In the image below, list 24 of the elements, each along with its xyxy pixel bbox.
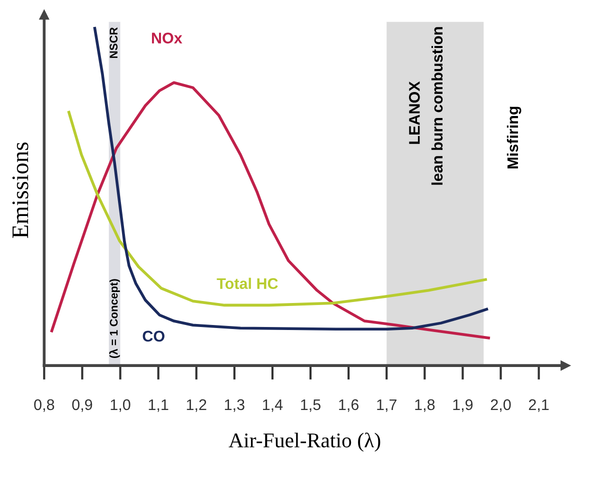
x-tick-label: 1,0 <box>110 399 130 412</box>
x-tick-label: 1,7 <box>377 399 396 412</box>
series-label: Total HC <box>216 278 278 289</box>
annotation: Misfiring <box>506 106 522 168</box>
x-tick-label: 1,9 <box>453 399 473 412</box>
x-tick-label: 1,1 <box>148 399 168 412</box>
x-tick-label: 1,3 <box>224 399 244 412</box>
band-label: NSCR <box>110 27 118 58</box>
x-tick-label: 1,4 <box>263 399 283 412</box>
annotation: lean burn combustion <box>431 27 443 185</box>
x-tick-label: 2,0 <box>490 399 511 412</box>
x-tick-label: 0,9 <box>72 399 92 412</box>
x-tick-label: 1,6 <box>339 399 359 412</box>
x-axis-title: Air-Fuel-Ratio (λ) <box>228 432 380 452</box>
series-label: CO <box>142 330 164 342</box>
x-tick-label: 1,8 <box>415 399 435 412</box>
y-axis-title: Emissions <box>12 142 28 238</box>
text: NOx <box>152 32 182 44</box>
x-tick-label: 1,5 <box>301 399 320 412</box>
x-tick-label: 0,8 <box>34 399 54 412</box>
annotation: (λ = 1 Concept) <box>109 279 120 358</box>
band-label: LEANOX <box>409 81 420 144</box>
x-tick-label: 1,2 <box>186 399 206 412</box>
x-tick-label: 2,1 <box>528 399 549 412</box>
